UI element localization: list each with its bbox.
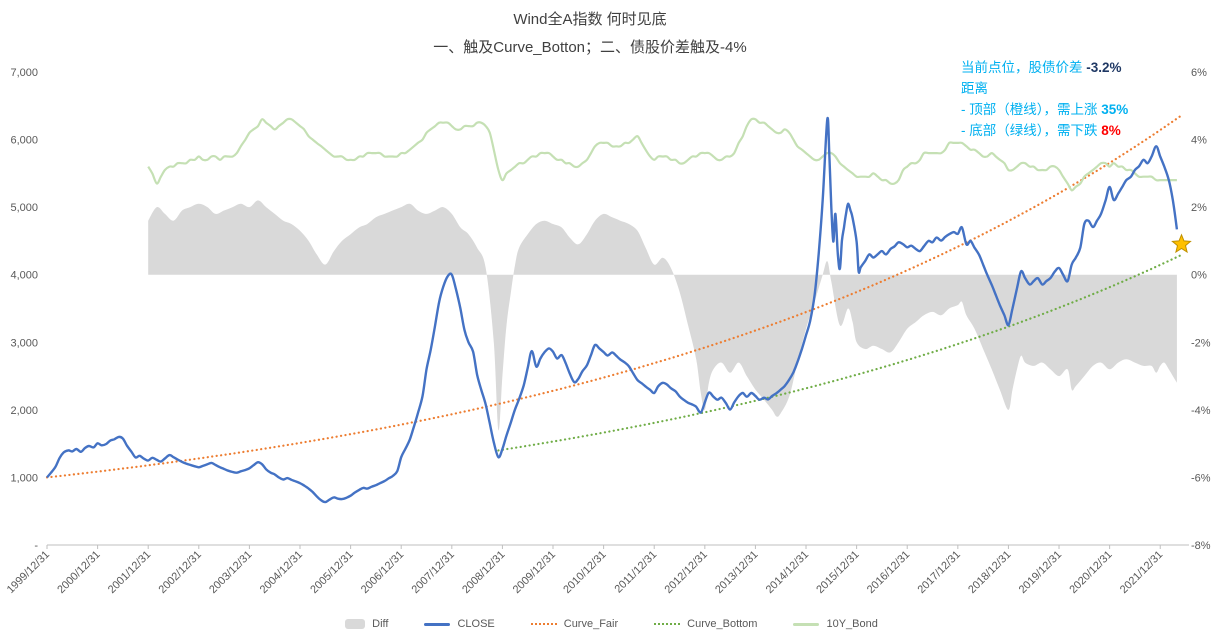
x-axis-tick-label: 2000/12/31 [55, 549, 102, 596]
legend-swatch-icon [424, 622, 451, 626]
x-axis-tick-label: 2013/12/31 [713, 549, 760, 596]
annotation-spread-value: -3.2% [1086, 60, 1122, 75]
x-axis-tick-label: 2011/12/31 [612, 549, 659, 596]
right-axis-tick-label: -2% [1191, 337, 1211, 349]
legend-label: CLOSE [457, 618, 495, 630]
annotation-downside-value: 8% [1101, 123, 1121, 138]
title-block: Wind全A指数 何时见底 一、触及Curve_Botton；二、债股价差触及-… [0, 8, 1180, 57]
left-axis-tick-label: 1,000 [10, 472, 38, 484]
x-axis-tick-label: 2014/12/31 [764, 549, 811, 596]
right-axis-tick-label: -4% [1191, 405, 1211, 417]
x-axis-tick-label: 1999/12/31 [5, 549, 52, 596]
x-axis-tick-label: 2003/12/31 [207, 549, 254, 596]
annotation-text: - 底部（绿线），需下跌 [961, 123, 1102, 138]
diff-area-series [148, 200, 1177, 431]
right-axis-tick-label: -6% [1191, 472, 1211, 484]
right-axis-tick-label: -8% [1191, 540, 1211, 552]
close-series [46, 116, 1179, 504]
x-axis-tick-label: 2004/12/31 [258, 549, 305, 596]
annotation-text: - 顶部（橙线），需上涨 [961, 102, 1102, 117]
x-axis-tick-label: 2016/12/31 [865, 549, 912, 596]
legend-swatch-icon [530, 623, 557, 625]
left-axis-tick-label: 5,000 [10, 202, 38, 214]
curve-fair-series [45, 113, 1185, 479]
chart-subtitle: 一、触及Curve_Botton；二、债股价差触及-4% [433, 39, 747, 56]
legend-item-close: CLOSE [424, 618, 495, 630]
x-axis-tick-label: 2001/12/31 [106, 549, 153, 596]
legend-label: Curve_Bottom [687, 618, 758, 630]
chart-title: Wind全A指数 何时见底 [513, 11, 667, 28]
x-axis-tick-label: 2010/12/31 [561, 549, 608, 596]
x-axis-tick-label: 2008/12/31 [460, 549, 507, 596]
legend-item-curve_fair: Curve_Fair [530, 618, 619, 630]
annotation-distance-label: 距离 [961, 81, 988, 96]
left-axis-tick-label: 7,000 [10, 67, 38, 79]
left-axis-tick-label: - [34, 540, 38, 552]
right-axis-tick-label: 2% [1191, 202, 1207, 214]
annotation-current-spread: 当前点位，股债价差 -3.2% [961, 57, 1128, 78]
x-axis-tick-label: 2002/12/31 [157, 549, 204, 596]
x-axis-tick-label: 2009/12/31 [511, 549, 558, 596]
x-axis-tick-label: 2007/12/31 [410, 549, 457, 596]
star-marker-icon [1171, 233, 1192, 254]
right-axis-tick-label: 4% [1191, 135, 1207, 147]
annotation-top-distance: - 顶部（橙线），需上涨 35% [961, 99, 1128, 120]
x-axis-tick-label: 2015/12/31 [814, 549, 861, 596]
legend-item-10y_bond: 10Y_Bond [793, 618, 878, 630]
x-axis-tick-label: 2021/12/31 [1118, 549, 1165, 596]
x-axis-tick-label: 2012/12/31 [663, 549, 710, 596]
annotation-text: 当前点位，股债价差 [961, 60, 1087, 75]
annotation-note: 当前点位，股债价差 -3.2% 距离 - 顶部（橙线），需上涨 35% - 底部… [961, 57, 1128, 141]
legend-item-diff: Diff [345, 618, 388, 630]
left-axis-tick-label: 3,000 [10, 337, 38, 349]
legend-swatch-icon [793, 622, 820, 626]
legend-item-curve_bottom: Curve_Bottom [654, 618, 757, 630]
x-axis-tick-label: 2017/12/31 [916, 549, 963, 596]
annotation-bottom-distance: - 底部（绿线），需下跌 8% [961, 120, 1128, 141]
legend-label: Diff [372, 618, 389, 630]
x-axis-tick-label: 2006/12/31 [359, 549, 406, 596]
legend-label: 10Y_Bond [826, 618, 878, 630]
legend-swatch-icon [654, 623, 681, 625]
right-axis-tick-label: 0% [1191, 270, 1207, 282]
left-axis-tick-label: 2,000 [10, 405, 38, 417]
x-axis-tick-label: 2005/12/31 [308, 549, 355, 596]
x-axis-tick-label: 2019/12/31 [1017, 549, 1064, 596]
chart-legend: Diff CLOSE Curve_Fair Curve_Bottom 10Y_Bond [0, 618, 1223, 630]
x-axis-tick-label: 2018/12/31 [966, 549, 1013, 596]
left-axis-tick-label: 4,000 [10, 270, 38, 282]
legend-label: Curve_Fair [563, 618, 619, 630]
bond-10y-series [147, 117, 1177, 192]
right-axis-tick-label: 6% [1191, 67, 1207, 79]
legend-swatch-icon [345, 619, 366, 629]
x-axis-tick-label: 2020/12/31 [1067, 549, 1114, 596]
curve-bottom-series [497, 253, 1185, 452]
left-axis-tick-label: 6,000 [10, 135, 38, 147]
annotation-upside-value: 35% [1101, 102, 1129, 117]
